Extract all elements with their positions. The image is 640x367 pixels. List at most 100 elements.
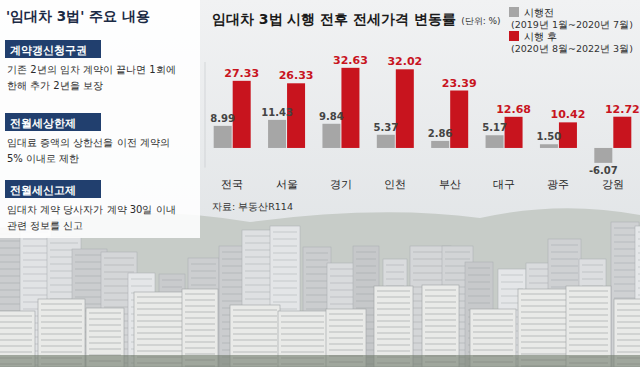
window-row	[551, 280, 578, 281]
window-row	[582, 279, 603, 280]
window-row	[273, 232, 297, 233]
window-row	[569, 345, 608, 346]
legend-period: (2019년 1월~2020년 7월)	[511, 19, 633, 30]
window-row	[233, 334, 277, 335]
window-row	[137, 351, 184, 352]
window-row	[273, 302, 297, 303]
window-row	[551, 273, 578, 274]
window-row	[425, 314, 456, 315]
window-row	[185, 312, 215, 313]
window-row	[137, 321, 184, 322]
window-row	[41, 352, 82, 353]
window-row	[137, 315, 184, 316]
window-row	[425, 332, 456, 333]
window-row	[137, 345, 184, 346]
window-row	[75, 255, 104, 256]
window-row	[185, 336, 215, 337]
window-row	[41, 322, 82, 323]
window-row	[617, 346, 640, 347]
window-row	[306, 295, 328, 296]
window-row	[582, 265, 603, 266]
window-row	[281, 340, 324, 341]
window-row	[386, 272, 404, 273]
window-row	[614, 228, 636, 229]
window-row	[306, 253, 328, 254]
window-row	[0, 276, 21, 277]
window-row	[233, 316, 277, 317]
window-row	[501, 282, 523, 283]
window-row	[245, 278, 272, 279]
window-row	[185, 300, 215, 301]
bar	[341, 68, 359, 148]
window-row	[329, 350, 363, 351]
window-row	[638, 260, 640, 261]
window-row	[329, 314, 363, 315]
window-row	[569, 333, 608, 334]
category-label: 부산	[439, 178, 461, 191]
building	[566, 286, 611, 367]
item-text: 기존 2년의 임차 계약이 끝나면 1회에	[7, 64, 176, 75]
window-row	[281, 322, 324, 323]
category-label: 인천	[384, 178, 406, 191]
window-row	[245, 285, 272, 286]
data-label: 11.43	[261, 107, 293, 118]
window-row	[473, 344, 513, 345]
window-row	[0, 269, 21, 270]
data-label: 1.50	[537, 131, 562, 142]
window-row	[0, 290, 21, 291]
window-row	[222, 266, 243, 267]
window-row	[185, 354, 215, 355]
window-row	[468, 303, 490, 304]
window-row	[281, 328, 324, 329]
bar	[431, 141, 449, 148]
window-row	[281, 316, 324, 317]
window-row	[245, 243, 272, 244]
infographic: '임대차 3법' 주요 내용계약갱신청구권기존 2년의 임차 계약이 끝나면 1…	[0, 0, 640, 367]
window-row	[617, 334, 640, 335]
window-row	[329, 332, 363, 333]
window-row	[137, 309, 184, 310]
legend-period: (2020년 8월~2022년 3월)	[511, 43, 633, 54]
window-row	[425, 344, 456, 345]
bar	[594, 148, 612, 163]
bar	[268, 120, 286, 148]
bar	[233, 81, 251, 148]
window-row	[377, 309, 410, 310]
window-row	[23, 295, 48, 296]
bar	[613, 117, 631, 148]
window-row	[521, 294, 567, 295]
legend-swatch	[509, 7, 519, 17]
window-row	[521, 348, 567, 349]
window-row	[75, 290, 104, 291]
window-row	[521, 354, 567, 355]
trees	[0, 355, 640, 367]
window-row	[41, 346, 82, 347]
window-row	[473, 320, 513, 321]
window-row	[0, 316, 32, 317]
bar	[486, 135, 504, 148]
category-label: 대구	[493, 178, 515, 191]
window-row	[551, 266, 578, 267]
window-row	[356, 266, 376, 267]
window-row	[377, 297, 410, 298]
window-row	[617, 352, 640, 353]
category-label: 서울	[276, 178, 298, 191]
window-row	[185, 342, 215, 343]
window-row	[614, 256, 636, 257]
window-row	[89, 343, 121, 344]
bars	[214, 68, 632, 163]
category-label: 광주	[547, 178, 569, 191]
window-row	[329, 326, 363, 327]
window-row	[614, 298, 636, 299]
window-row	[0, 340, 32, 341]
window-row	[425, 308, 456, 309]
window-row	[445, 259, 470, 260]
window-row	[377, 327, 410, 328]
window-row	[273, 281, 297, 282]
window-row	[521, 318, 567, 319]
window-row	[521, 312, 567, 313]
window-row	[468, 268, 490, 269]
window-row	[569, 303, 608, 304]
window-row	[245, 236, 272, 237]
window-row	[131, 286, 152, 287]
